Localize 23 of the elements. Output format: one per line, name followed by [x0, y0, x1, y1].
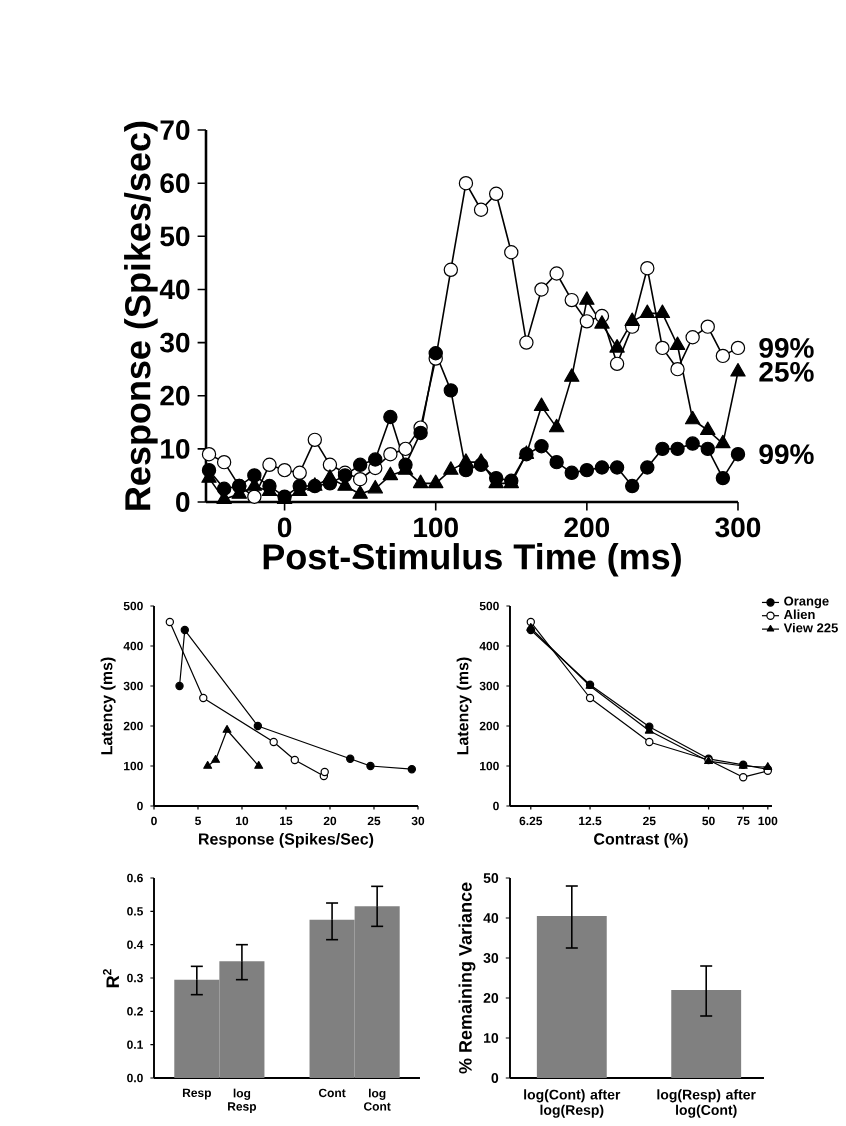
y-tick-label: 10: [161, 438, 190, 459]
x-axis-title: Response (Spikes/Sec): [199, 832, 374, 848]
x-tick-label: 0: [277, 517, 292, 538]
y-tick-label: 30: [160, 332, 190, 353]
x-axis-title: Contrast (%): [594, 832, 688, 848]
y-tick-label: 0: [176, 492, 190, 512]
y-tick-label: 40: [159, 279, 190, 300]
y-axis-title: R$^{2}$: [102, 969, 119, 988]
y-axis-title: Response (Spikes/sec): [124, 121, 158, 510]
y-axis-title: Latency (ms): [100, 657, 116, 755]
text: 99%: [759, 444, 814, 465]
y-axis-title: % Remaining Variance: [458, 882, 476, 1074]
x-tick-label: 100: [414, 517, 458, 538]
y-tick-label: 20: [160, 385, 190, 406]
x-tick-label: 300: [715, 517, 761, 538]
text: 25%: [759, 361, 814, 382]
y-tick-label: 60: [160, 173, 190, 194]
y-axis-title: Latency (ms): [456, 657, 472, 755]
x-tick-label: 200: [564, 517, 610, 538]
x-axis-title: Post-Stimulus Time (ms): [263, 543, 681, 577]
text: 99%: [759, 337, 814, 358]
y-tick-label: 50: [160, 226, 190, 247]
y-tick-label: 70: [160, 120, 190, 140]
